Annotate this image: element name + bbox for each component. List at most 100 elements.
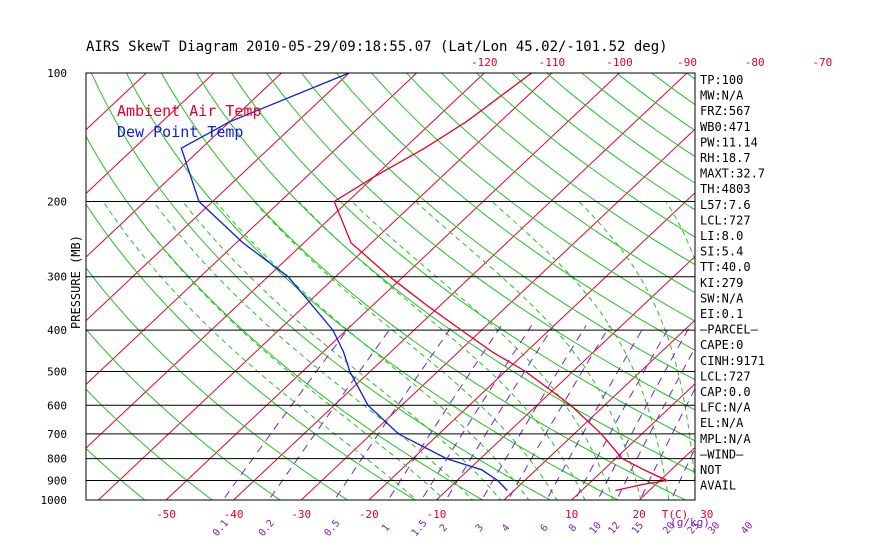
sounding-profiles — [180, 73, 669, 492]
index-item: MPL:N/A — [700, 432, 751, 446]
bottom-temp-tick-label: -20 — [359, 508, 379, 521]
mixing-ratio-axis: 0.1 0.2 0.5 1 1.5 2 3 4 6 8 10 12 15 20 25 30 40 — [211, 518, 755, 539]
mixing-ratio-unit-label: (g/kg) — [670, 516, 710, 529]
dry-adiabat-line — [86, 328, 281, 500]
top-temp-tick-label: -120 — [471, 56, 498, 69]
dry-adiabat-line — [86, 447, 146, 500]
index-item: SI:5.4 — [700, 245, 743, 259]
thermodynamic-grid — [0, 63, 870, 509]
dry-adiabat-line — [301, 73, 695, 381]
bottom-temp-tick-label: 20 — [633, 508, 646, 521]
mixing-ratio-tick-label: 6 — [539, 523, 551, 535]
index-item: WB0:471 — [700, 120, 751, 134]
index-item: TT:40.0 — [700, 260, 751, 274]
index-item: NOT — [700, 463, 722, 477]
bottom-temp-tick-label: 10 — [565, 508, 578, 521]
index-item: L57:7.6 — [700, 198, 751, 212]
moist-adiabat-line — [215, 201, 530, 500]
isotherm-line — [232, 73, 688, 500]
index-item: CAP:0.0 — [700, 385, 751, 399]
y-axis-label: PRESSURE (MB) — [69, 235, 83, 329]
pressure-tick-label: 800 — [47, 453, 67, 466]
top-temp-tick-label: -110 — [539, 56, 566, 69]
index-item: —PARCEL— — [700, 323, 759, 337]
bottom-temp-tick-label: -10 — [426, 508, 446, 521]
mixing-ratio-tick-label: 0.5 — [322, 518, 342, 539]
bottom-temperature-axis: -50 -40 -30 -20 -10 10 20 30 — [156, 508, 713, 521]
plot-frame — [85, 72, 696, 501]
mixing-ratio-line — [268, 325, 394, 500]
index-item: LI:8.0 — [700, 229, 743, 243]
index-item: CINH:9171 — [700, 354, 765, 368]
ambient-temp-line — [333, 73, 669, 492]
isotherm-line — [0, 63, 21, 509]
pressure-axis: 100 200 300 400 500 600 700 800 900 1000 — [41, 67, 68, 507]
index-item: LFC:N/A — [700, 401, 751, 415]
mixing-ratio-tick-label: 0.2 — [257, 518, 277, 539]
dry-adiabat-line — [476, 73, 695, 238]
isotherm-line — [86, 73, 283, 258]
pressure-tick-label: 900 — [47, 474, 67, 487]
top-temp-tick-label: -70 — [812, 56, 832, 69]
index-item: PW:11.14 — [700, 135, 758, 149]
isotherm-line — [765, 63, 870, 509]
mixing-ratio-tick-label: 8 — [567, 523, 579, 535]
index-item: LCL:727 — [700, 213, 751, 227]
bottom-temp-tick-label: -50 — [156, 508, 176, 521]
index-item: —WIND— — [700, 447, 744, 461]
isotherm-line — [86, 73, 418, 386]
isotherm-line — [97, 73, 553, 500]
dry-adiabat-line — [406, 73, 695, 294]
top-temp-tick-label: -80 — [745, 56, 765, 69]
bottom-temp-tick-label: -30 — [291, 508, 311, 521]
moist-adiabat-line — [415, 201, 642, 500]
isotherm-line — [86, 73, 486, 449]
moist-adiabat-line — [491, 201, 670, 500]
dry-adiabat-line — [86, 203, 417, 500]
legend-dew-point-temp: Dew Point Temp — [117, 123, 243, 141]
dry-adiabat-line — [651, 73, 695, 106]
mixing-ratio-tick-label: 4 — [500, 523, 512, 535]
mixing-ratio-tick-label: 0.1 — [211, 518, 231, 539]
pressure-tick-label: 500 — [47, 365, 67, 378]
index-item: RH:18.7 — [700, 151, 751, 165]
pressure-tick-label: 1000 — [41, 494, 68, 507]
index-item: TP:100 — [700, 73, 743, 87]
moist-adiabat-line — [253, 201, 558, 500]
dry-adiabat-line — [160, 73, 687, 500]
pressure-tick-label: 700 — [47, 428, 67, 441]
top-temperature-axis: -120-110-100-90-80-70-60-50-40 — [471, 56, 832, 69]
pressure-tick-label: 400 — [47, 324, 67, 337]
moist-adiabat-line — [152, 201, 474, 500]
dry-adiabat-line — [336, 73, 695, 351]
dry-adiabat-line — [90, 73, 552, 500]
isotherm-line — [570, 383, 695, 500]
dry-adiabat-line — [266, 73, 695, 411]
index-item: LCL:727 — [700, 369, 751, 383]
mixing-ratio-tick-label: 2 — [438, 523, 450, 535]
pressure-tick-label: 300 — [47, 271, 67, 284]
moist-adiabat-line — [182, 201, 502, 500]
index-item: TH:4803 — [700, 182, 751, 196]
mixing-ratio-line — [597, 325, 691, 500]
pressure-tick-label: 200 — [47, 196, 67, 209]
dry-adiabat-line — [371, 73, 695, 322]
dry-adiabat-line — [757, 73, 870, 509]
legend-ambient-temp: Ambient Air Temp — [117, 102, 262, 120]
index-item: EL:N/A — [700, 416, 744, 430]
mixing-ratio-tick-label: 1 — [380, 523, 392, 535]
dry-adiabat-line — [125, 73, 620, 500]
top-temp-tick-label: -100 — [606, 56, 633, 69]
isotherm-line — [503, 319, 695, 500]
moist-adiabat-line — [298, 201, 586, 500]
mixing-ratio-tick-label: 3 — [474, 523, 486, 535]
dry-adiabat-line — [0, 73, 19, 509]
dry-adiabat-line — [86, 388, 214, 500]
isotherm-line — [435, 255, 695, 500]
dry-adiabat-line — [195, 73, 695, 473]
dry-adiabat-line — [86, 267, 349, 500]
mixing-ratio-tick-label: 1.5 — [410, 518, 430, 539]
isotherm-line — [86, 73, 215, 195]
mixing-ratio-tick-label: 40 — [739, 520, 755, 536]
